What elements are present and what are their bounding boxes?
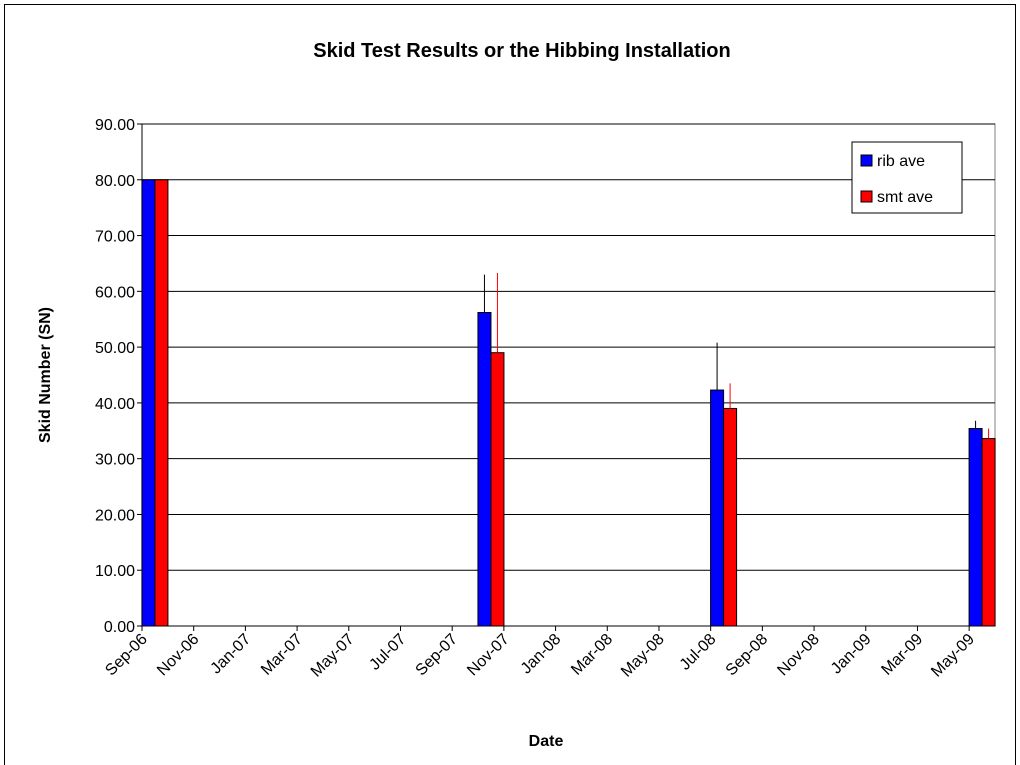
legend-label: smt ave (877, 189, 933, 206)
legend-swatch (860, 190, 873, 203)
bar (981, 438, 996, 627)
y-tick-label: 20.00 (95, 507, 135, 524)
bar (490, 352, 505, 627)
y-tick-label: 10.00 (95, 563, 135, 580)
y-tick-label: 70.00 (95, 229, 135, 246)
y-tick-label: 0.00 (104, 619, 135, 636)
y-tick-label: 80.00 (95, 173, 135, 190)
bar (723, 407, 738, 627)
y-tick-label: 30.00 (95, 452, 135, 469)
bar (968, 428, 983, 627)
legend-swatch (860, 154, 873, 167)
chart-title: Skid Test Results or the Hibbing Install… (313, 40, 730, 62)
y-tick-label: 50.00 (95, 340, 135, 357)
y-tick-label: 90.00 (95, 117, 135, 134)
legend-label: rib ave (877, 153, 925, 170)
x-axis-title: Date (529, 733, 564, 750)
y-tick-label: 40.00 (95, 396, 135, 413)
y-tick-label: 60.00 (95, 284, 135, 301)
bar (477, 312, 492, 627)
y-axis-title: Skid Number (SN) (37, 307, 54, 443)
bar (154, 179, 169, 627)
bar (141, 179, 156, 627)
bar (710, 389, 725, 627)
